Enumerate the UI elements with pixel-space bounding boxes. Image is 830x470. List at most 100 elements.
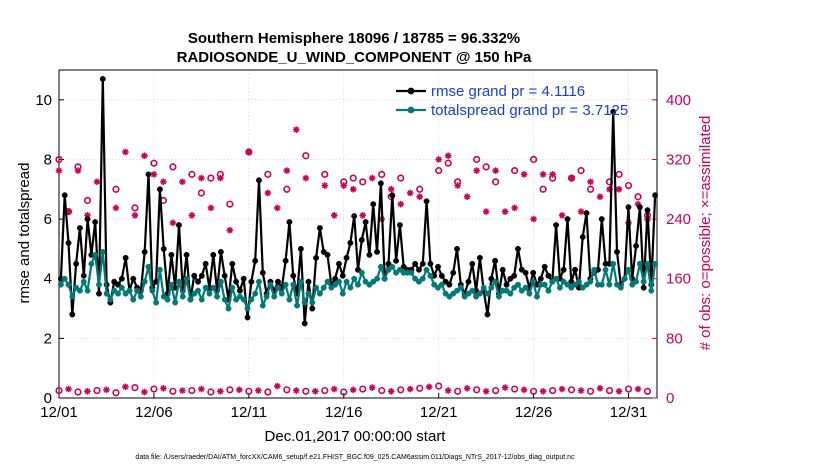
spread-point [427, 272, 434, 279]
rmse-point [438, 272, 445, 279]
spread-point [457, 284, 464, 291]
obs-assimilated-marker [444, 152, 452, 160]
marker-stroke [321, 182, 328, 189]
obs-assimilated-marker [359, 212, 367, 219]
obs-possible-marker [245, 387, 253, 395]
rmse-point [583, 210, 590, 217]
spread-point [377, 263, 384, 270]
spread-point [248, 296, 255, 303]
spread-point [149, 287, 156, 294]
obs-assimilated-marker [274, 204, 281, 212]
spread-point [598, 281, 605, 288]
marker-stroke [331, 386, 338, 392]
spread-point [351, 275, 358, 282]
rmse-point [275, 278, 281, 285]
spread-point [408, 269, 415, 276]
rmse-point [240, 275, 247, 282]
rmse-point [652, 192, 659, 199]
rmse-point [522, 269, 529, 276]
rmse-point [111, 278, 118, 285]
rmse-point [221, 272, 228, 279]
spread-point [141, 278, 148, 285]
rmse-point [336, 260, 342, 267]
spread-point [320, 284, 327, 291]
rmse-point [236, 287, 243, 294]
obs-assimilated-marker [501, 208, 509, 215]
obs-assimilated-marker [55, 167, 63, 174]
spread-point [202, 284, 209, 291]
obs-possible-marker [397, 174, 405, 182]
obs-possible-marker [492, 178, 500, 186]
spread-point [530, 278, 537, 285]
obs-possible-marker [264, 388, 272, 396]
spread-point [583, 281, 590, 288]
spread-point [476, 290, 483, 297]
obs-assimilated-marker [122, 148, 129, 156]
spread-point [130, 296, 137, 303]
marker-stroke [521, 386, 527, 393]
marker-stroke [246, 149, 252, 155]
obs-possible-marker [302, 387, 310, 395]
marker-stroke [540, 388, 546, 395]
y-tick-label: 0 [44, 390, 52, 407]
rmse-point [168, 251, 175, 258]
rmse-point [141, 248, 148, 255]
spread-point [324, 278, 331, 285]
spread-point [103, 290, 110, 297]
y-tick-label: 10 [35, 92, 52, 109]
obs-assimilated-marker [634, 385, 642, 393]
obs-assimilated-marker [615, 185, 623, 193]
marker-stroke [530, 216, 537, 222]
spread-point [156, 266, 163, 273]
spread-point [282, 281, 289, 288]
spread-point [522, 284, 529, 291]
rmse-point [145, 171, 152, 178]
obs-assimilated-marker [492, 167, 499, 174]
obs-possible-marker [226, 386, 234, 394]
marker-stroke [312, 388, 319, 395]
spread-point [507, 290, 514, 297]
marker-stroke [141, 152, 148, 159]
rmse-point [76, 225, 83, 231]
spread-point [179, 293, 186, 300]
rmse-point [530, 269, 537, 276]
spread-point [556, 284, 563, 291]
spread-point [271, 293, 278, 300]
rmse-point [115, 281, 121, 288]
obs-possible-marker [112, 185, 120, 193]
x-tick-label: 12/16 [325, 404, 363, 421]
marker-stroke [473, 167, 480, 174]
marker-stroke [274, 205, 281, 211]
spread-point [602, 266, 609, 273]
x-tick-label: 12/21 [420, 404, 458, 421]
spread-point [629, 281, 636, 288]
rmse-point [446, 281, 453, 288]
obs-possible-marker [264, 170, 272, 178]
spread-point [305, 290, 312, 297]
spread-point [339, 290, 346, 297]
rmse-point [423, 198, 430, 205]
chart-subtitle: RADIOSONDE_U_WIND_COMPONENT @ 150 hPa [177, 49, 532, 66]
spread-point [301, 299, 308, 306]
spread-point [621, 275, 628, 282]
rmse-point [415, 266, 422, 273]
obs-assimilated-marker [406, 189, 414, 197]
obs-possible-marker [197, 189, 205, 197]
marker-stroke [445, 387, 452, 394]
spread-point [336, 278, 342, 285]
marker-stroke [597, 385, 603, 392]
spread-point [134, 287, 141, 294]
rmse-point [316, 225, 323, 231]
spread-point [366, 281, 373, 288]
spread-point [419, 275, 426, 282]
marker-stroke [227, 227, 233, 234]
rmse-point [118, 275, 125, 282]
marker-stroke [521, 171, 527, 178]
spread-point [431, 281, 438, 288]
rmse-point [156, 186, 163, 193]
obs-assimilated-marker [425, 383, 433, 391]
obs-possible-marker [188, 386, 196, 395]
marker-stroke [559, 386, 565, 392]
spread-point [256, 278, 262, 285]
y-tick-label: 6 [44, 211, 52, 228]
